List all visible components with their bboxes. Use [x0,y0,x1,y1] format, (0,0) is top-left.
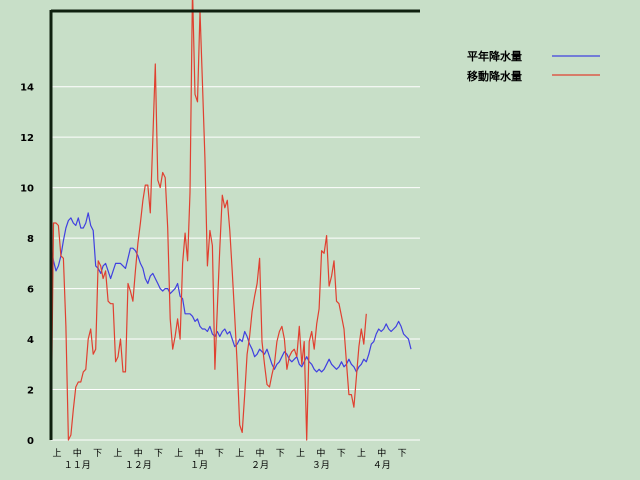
period-tick-label: 上 [174,448,183,459]
period-tick-label: 中 [195,447,204,459]
month-tick-label: １２月 [125,460,152,471]
y-tick-label: 10 [20,184,34,195]
period-tick-label: 下 [215,449,224,459]
period-tick-label: 上 [113,448,122,459]
gridlines [51,86,420,441]
period-tick-label: 中 [316,447,325,459]
plot-area [51,11,420,440]
period-tick-label: 上 [52,448,61,459]
y-tick-label: 12 [20,133,34,144]
y-tick-label: 0 [27,436,34,447]
month-tick-label: １１月 [64,460,91,471]
month-tick-label: ４月 [373,460,391,471]
period-tick-label: 下 [154,449,163,459]
y-tick-label: 14 [20,83,34,94]
legend-label-moving: 移動降水量 [467,69,522,83]
y-tick-label: 2 [27,386,34,397]
series-lines [50,0,412,441]
series-line-0 [50,212,412,373]
series-line-1 [50,0,367,441]
period-tick-label: 下 [93,449,102,459]
x-axis-labels: 上中下上中下上中下上中下上中下上中下１１月 １２月 １月 ２月 ３月 ４月 [52,447,406,471]
period-tick-label: 中 [377,447,386,459]
month-tick-label: １月 [190,460,208,471]
period-tick-label: 上 [357,448,366,459]
y-tick-label: 4 [27,335,34,346]
legend: 平年降水量 移動降水量 [467,49,600,83]
period-tick-label: 下 [337,449,346,459]
legend-label-normal: 平年降水量 [467,49,522,63]
period-tick-label: 中 [255,447,264,459]
period-tick-label: 上 [296,448,305,459]
period-tick-label: 中 [134,447,143,459]
period-tick-label: 上 [235,448,244,459]
y-tick-labels: 0 2 4 6 8 10 12 14 [20,83,34,447]
y-tick-label: 8 [27,234,34,245]
month-tick-label: ２月 [251,460,269,471]
period-tick-label: 下 [276,449,285,459]
period-tick-label: 中 [73,447,82,459]
period-tick-label: 下 [398,449,407,459]
y-tick-label: 6 [27,285,34,296]
month-tick-label: ３月 [312,460,330,471]
